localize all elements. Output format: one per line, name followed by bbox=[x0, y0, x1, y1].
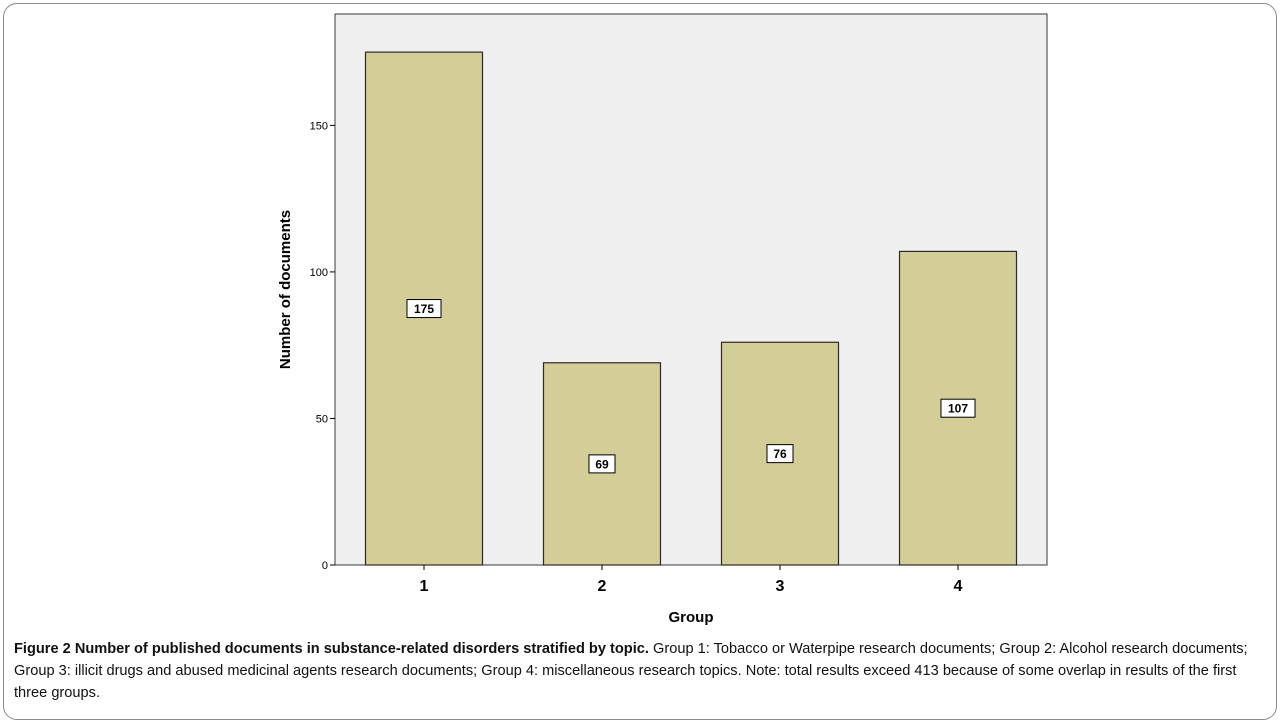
bars: 175 69 76 107 bbox=[364, 51, 1018, 566]
x-tick-label: 1 bbox=[420, 578, 429, 595]
figure-caption: Figure 2 Number of published documents i… bbox=[14, 638, 1266, 704]
data-label-box bbox=[766, 444, 794, 464]
x-axis-ticks: 1 2 3 4 bbox=[420, 565, 963, 595]
y-tick-label: 150 bbox=[310, 120, 328, 132]
y-axis-ticks: 0 50 100 150 bbox=[310, 120, 335, 572]
bar-chart: 0 50 100 150 175 69 76 107 1 2 3 4 Number of docu… bbox=[277, 13, 1048, 626]
y-axis-label: Number of documents bbox=[277, 210, 294, 369]
caption-label: Figure 2 Number of published documents i… bbox=[14, 641, 649, 657]
x-axis-label: Group bbox=[669, 609, 714, 626]
data-label-box bbox=[588, 454, 616, 474]
data-label-box bbox=[940, 398, 976, 418]
data-label: 76 bbox=[773, 447, 787, 461]
data-label: 175 bbox=[414, 302, 434, 316]
caption-text: Group 1: Tobacco or Waterpipe research d… bbox=[14, 641, 1248, 701]
x-tick-label: 4 bbox=[954, 578, 963, 595]
y-tick-label: 0 bbox=[322, 560, 328, 572]
y-tick-label: 100 bbox=[310, 267, 328, 279]
x-tick-label: 3 bbox=[776, 578, 785, 595]
data-label-box bbox=[406, 299, 442, 319]
y-tick-label: 50 bbox=[316, 413, 328, 425]
x-tick-label: 2 bbox=[598, 578, 607, 595]
data-label: 69 bbox=[595, 457, 609, 471]
data-label: 107 bbox=[948, 402, 968, 416]
